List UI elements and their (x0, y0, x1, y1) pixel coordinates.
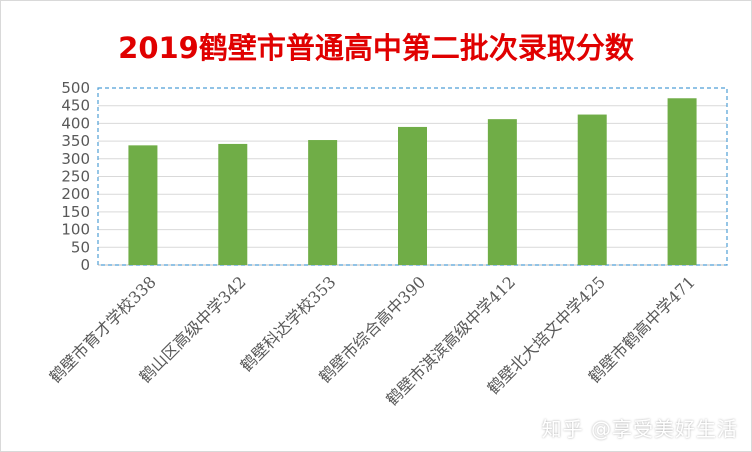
y-tick-label: 200 (61, 185, 90, 203)
bar (487, 119, 517, 265)
y-tick-label: 300 (61, 150, 90, 168)
bar (308, 140, 338, 265)
y-tick-label: 50 (71, 238, 90, 256)
bar (218, 143, 248, 265)
bar (577, 114, 607, 265)
y-tick-label: 450 (61, 97, 90, 115)
chart-title: 2019鹤壁市普通高中第二批次录取分数 (118, 31, 635, 65)
y-tick-label: 150 (61, 203, 90, 221)
bar (667, 98, 697, 266)
bar (398, 126, 427, 265)
x-tick-label: 鹤壁科达学校353 (237, 272, 340, 375)
bar (128, 145, 158, 265)
watermark: 知乎 @享受美好生活 (541, 417, 738, 441)
y-tick-label: 400 (61, 114, 90, 132)
y-tick-label: 250 (61, 168, 90, 186)
y-tick-label: 100 (61, 221, 90, 239)
y-tick-label: 0 (80, 256, 90, 274)
y-tick-label: 350 (61, 132, 90, 150)
y-tick-label: 500 (61, 79, 90, 97)
